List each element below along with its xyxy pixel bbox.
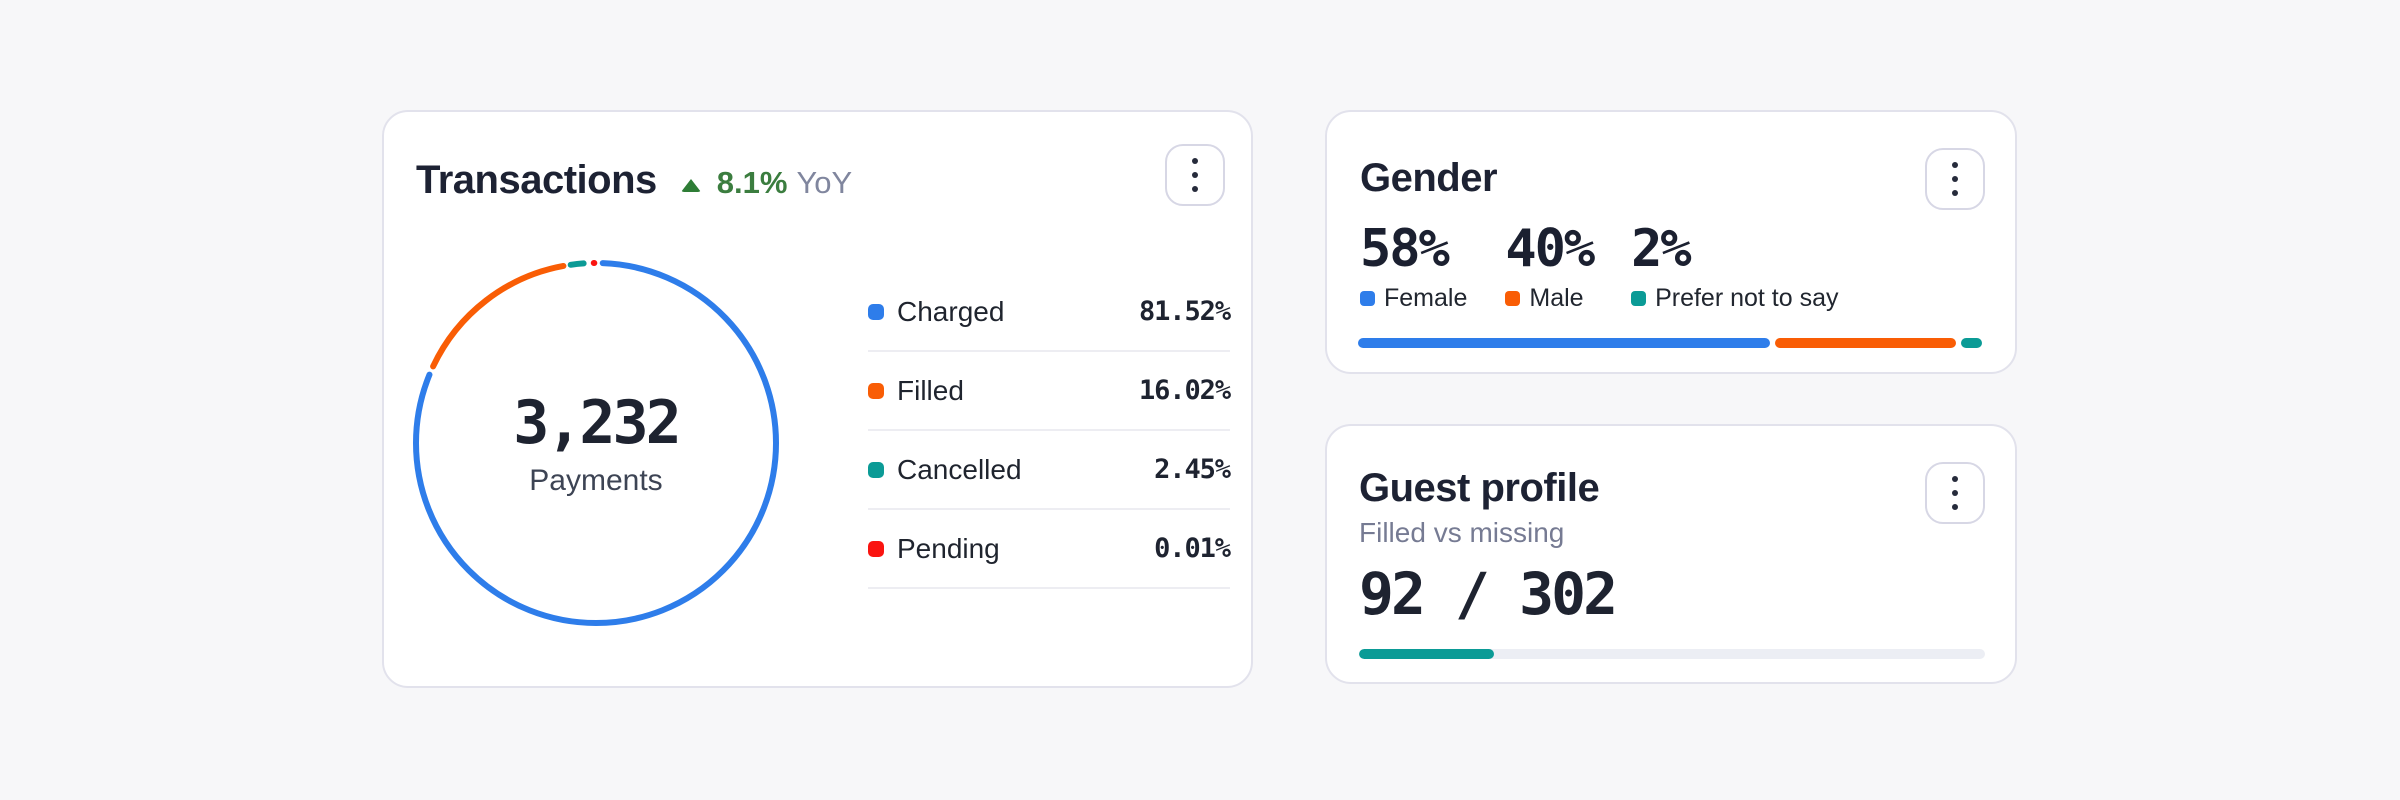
legend-value: 0.01% [1154, 533, 1231, 564]
male-swatch [1505, 291, 1521, 306]
kebab-dot [1952, 490, 1958, 496]
gender-menu-button[interactable] [1925, 148, 1985, 210]
gender-title: Gender [1360, 156, 1498, 200]
legend-row-cancelled: Cancelled 2.45% [868, 431, 1231, 510]
gender-group-male: 40% Male [1505, 218, 1595, 313]
female-label: Female [1384, 284, 1468, 312]
filled-swatch [868, 382, 884, 399]
transactions-menu-button[interactable] [1165, 144, 1225, 206]
kebab-dot [1952, 504, 1958, 510]
gender-group-prefer-not-to-say: 2% Prefer not to say [1631, 218, 1839, 313]
legend-row-filled: Filled 16.02% [868, 352, 1231, 431]
legend-value: 2.45% [1154, 454, 1231, 485]
gender-bar-prefer-not [1961, 338, 1982, 348]
legend-value: 16.02% [1138, 375, 1231, 406]
guest-profile-card: Guest profile Filled vs missing 92 / 302 [1325, 424, 2017, 684]
transactions-legend: Charged 81.52% Filled 16.02% Cancelled 2… [868, 273, 1231, 589]
kebab-dot [1192, 186, 1198, 192]
trend-value: 8.1% [716, 165, 788, 200]
gender-group-female: 58% Female [1360, 218, 1467, 313]
kebab-dot [1952, 176, 1958, 182]
legend-value: 81.52% [1138, 296, 1231, 327]
guest-progress-track [1359, 649, 1985, 659]
gender-bar-male [1775, 338, 1957, 348]
trend-suffix: YoY [796, 165, 853, 200]
gender-card: Gender 58% Female 40% Male 2% Prefer not… [1325, 110, 2017, 374]
guest-progress-fill [1359, 649, 1494, 659]
donut-segment-charged [413, 260, 779, 626]
gender-stacked-bar [1358, 338, 1982, 348]
kebab-dot [1952, 162, 1958, 168]
guest-filled-ratio: 92 / 302 [1359, 560, 1618, 628]
legend-row-charged: Charged 81.52% [868, 273, 1231, 352]
gender-bar-female [1358, 338, 1771, 348]
charged-swatch [868, 303, 884, 320]
guest-profile-subtitle: Filled vs missing [1359, 517, 1565, 548]
male-legend: Male [1505, 284, 1593, 313]
kebab-dot [1952, 190, 1958, 196]
donut-svg [413, 260, 779, 626]
transactions-card: Transactions 8.1% YoY 3,232 Payments Cha… [382, 110, 1253, 688]
donut-segment-pending [413, 260, 779, 626]
female-swatch [1360, 291, 1375, 306]
guest-profile-header: Guest profile Filled vs missing [1359, 464, 1905, 550]
prefer-not-percent: 2% [1631, 219, 1692, 279]
guest-profile-menu-button[interactable] [1925, 462, 1985, 524]
prefer-not-legend: Prefer not to say [1631, 284, 1839, 313]
transactions-title: Transactions [416, 158, 657, 202]
female-legend: Female [1360, 284, 1467, 313]
cancelled-swatch [868, 461, 884, 478]
legend-label: Charged [897, 295, 1005, 327]
gender-stats: 58% Female 40% Male 2% Prefer not to say [1360, 218, 1839, 313]
donut-chart: 3,232 Payments [406, 253, 786, 633]
pending-swatch [868, 540, 884, 557]
kebab-dot [1192, 158, 1198, 164]
kebab-dot [1952, 476, 1958, 482]
yoy-trend: 8.1% YoY [680, 165, 853, 201]
prefer-not-swatch [1631, 291, 1647, 306]
up-triangle-icon [680, 178, 701, 192]
legend-label: Filled [897, 374, 964, 406]
legend-label: Cancelled [897, 453, 1022, 485]
female-percent: 58% [1360, 219, 1450, 279]
guest-profile-title: Guest profile [1359, 466, 1600, 510]
kebab-dot [1192, 172, 1198, 178]
legend-row-pending: Pending 0.01% [868, 510, 1231, 589]
male-label: Male [1529, 284, 1584, 312]
prefer-not-label: Prefer not to say [1655, 284, 1839, 312]
legend-label: Pending [897, 532, 1000, 564]
transactions-header: Transactions 8.1% YoY [416, 156, 1141, 204]
male-percent: 40% [1505, 219, 1595, 279]
